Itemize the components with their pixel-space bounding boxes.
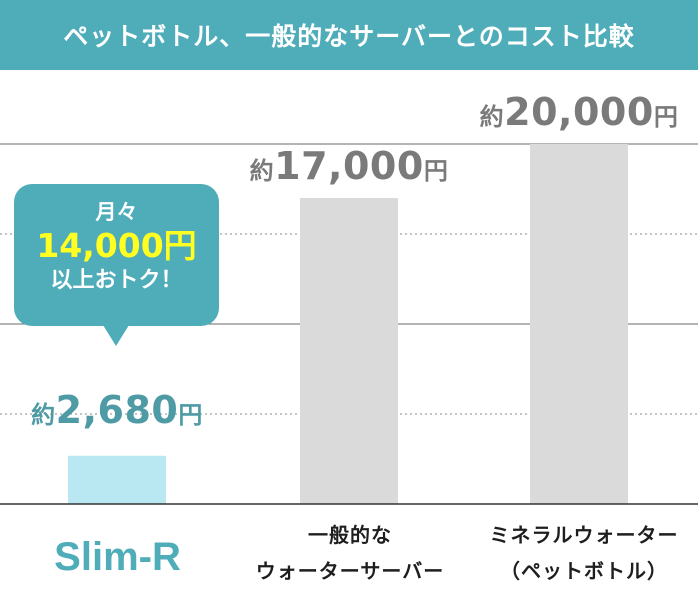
category-label-slim-r: Slim-R — [20, 535, 215, 580]
bar-value-label: 約2,680円 — [0, 388, 237, 432]
bar-chart — [0, 143, 698, 505]
callout-line-monthly: 月々 — [95, 200, 138, 224]
callout-line-amount: 14,000円 — [36, 226, 197, 265]
bar — [530, 144, 628, 504]
category-label-water-server: 一般的な ウォーターサーバー — [232, 517, 468, 589]
bar-value-prefix: 約 — [31, 400, 56, 429]
bar-value-number: 2,680 — [55, 387, 179, 432]
bar-value-label: 約17,000円 — [229, 144, 469, 188]
category-label-line: 一般的な — [308, 523, 392, 547]
callout-line-savings: 以上おトク！ — [50, 268, 183, 293]
category-label-line: ウォーターサーバー — [255, 559, 445, 583]
category-label-mineral-water: ミネラルウォーター （ペットボトル） — [470, 517, 698, 589]
category-label-line: Slim-R — [54, 535, 181, 579]
bar-value-suffix: 円 — [178, 400, 203, 429]
category-label-line: （ペットボトル） — [500, 559, 668, 583]
bar-value-prefix: 約 — [479, 103, 505, 131]
bar-value-label: 約20,000円 — [459, 90, 698, 134]
bar — [300, 198, 398, 504]
bar-value-suffix: 円 — [423, 157, 449, 185]
bar-value-number: 20,000 — [504, 90, 654, 134]
bar-value-suffix: 円 — [653, 103, 679, 131]
bar — [68, 455, 166, 504]
bar-value-number: 17,000 — [274, 144, 424, 188]
bar-value-prefix: 約 — [249, 157, 275, 185]
savings-callout: 月々 14,000円 以上おトク！ — [14, 184, 219, 346]
chart-title: ペットボトル、一般的なサーバーとのコスト比較 — [0, 0, 698, 70]
category-label-line: ミネラルウォーター — [489, 523, 679, 547]
